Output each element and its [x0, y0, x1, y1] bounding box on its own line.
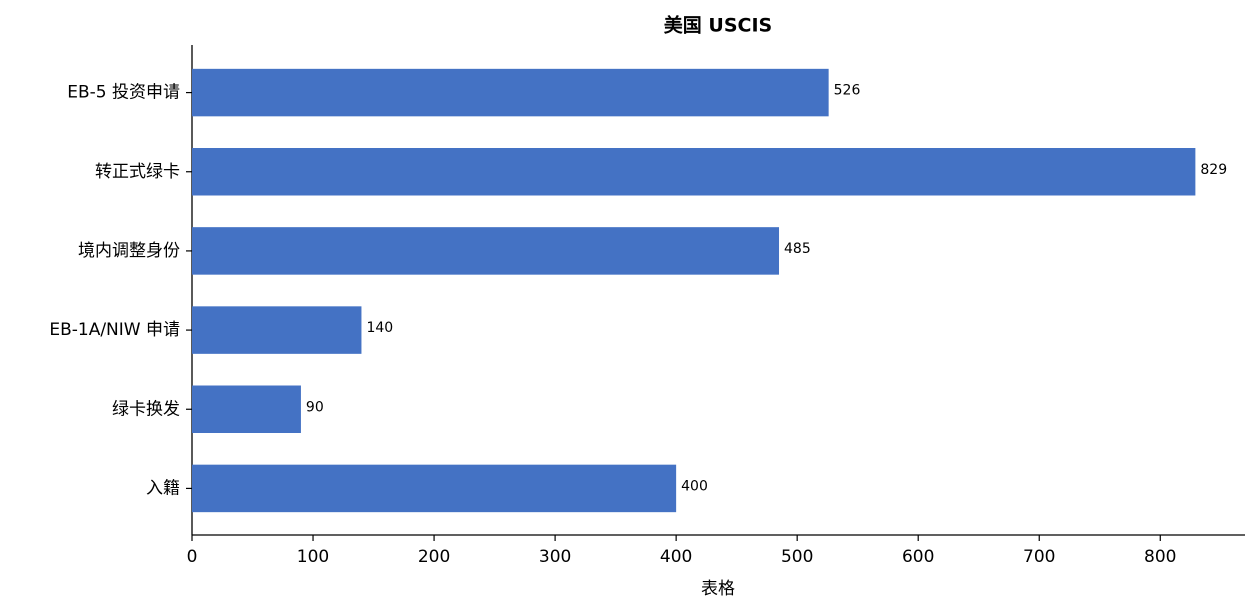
bar	[192, 306, 362, 354]
bar	[192, 227, 780, 275]
value-label: 90	[306, 399, 324, 415]
chart-title: 美国 USCIS	[664, 14, 772, 37]
x-tick-label: 800	[1144, 547, 1176, 567]
x-tick-label: 100	[297, 547, 329, 567]
y-tick-label: EB-5 投资申请	[67, 83, 180, 103]
x-axis-label: 表格	[701, 579, 735, 599]
y-tick-label: 绿卡换发	[112, 399, 180, 419]
value-label: 400	[681, 478, 708, 494]
bar	[192, 385, 301, 433]
value-label: 140	[366, 320, 393, 336]
value-label: 829	[1200, 162, 1227, 178]
bar	[192, 464, 677, 513]
x-tick-label: 0	[187, 547, 198, 567]
value-label: 526	[834, 83, 861, 99]
x-tick-label: 600	[902, 547, 934, 567]
bar	[192, 148, 1196, 196]
x-tick-label: 700	[1023, 547, 1055, 567]
x-tick-label: 300	[539, 547, 571, 567]
x-tick-label: 500	[781, 547, 813, 567]
x-tick-label: 200	[418, 547, 450, 567]
x-tick-label: 400	[660, 547, 692, 567]
y-tick-label: 入籍	[146, 478, 180, 498]
y-tick-label: EB-1A/NIW 申请	[49, 320, 180, 340]
y-tick-label: 境内调整身份	[78, 241, 180, 261]
bar	[192, 68, 829, 117]
value-label: 485	[784, 241, 811, 257]
y-tick-label: 转正式绿卡	[95, 162, 180, 182]
